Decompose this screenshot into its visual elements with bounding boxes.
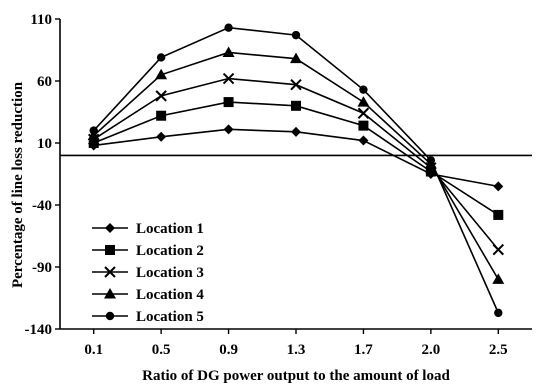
marker-square bbox=[105, 245, 115, 255]
legend: Location 1 Location 2 Location 3 Location 4… bbox=[92, 221, 204, 325]
marker-circle bbox=[426, 156, 436, 165]
x-tick-label: 2.0 bbox=[421, 342, 440, 358]
marker-x-stroke bbox=[155, 90, 167, 102]
marker-circle bbox=[224, 23, 233, 32]
marker-circle bbox=[89, 126, 98, 135]
marker-square bbox=[493, 209, 504, 220]
y-tick-label: 110 bbox=[30, 12, 52, 28]
marker-square bbox=[358, 120, 369, 131]
marker-x bbox=[222, 72, 235, 85]
y-axis-title: Percentage of line loss reduction bbox=[10, 81, 26, 288]
y-tick-label: 10 bbox=[37, 136, 52, 152]
marker-diamond bbox=[493, 181, 504, 192]
marker-triangle bbox=[155, 68, 168, 80]
x-tick-label: 1.3 bbox=[287, 342, 306, 358]
marker-triangle bbox=[357, 96, 370, 107]
legend-item-4: Location 4 bbox=[92, 287, 204, 303]
axes bbox=[59, 19, 532, 330]
y-tick-label: -40 bbox=[32, 198, 52, 214]
x-tick-label: 0.1 bbox=[84, 342, 103, 358]
marker-circle bbox=[156, 53, 166, 62]
marker-x bbox=[492, 243, 504, 256]
legend-label: Location 4 bbox=[136, 287, 204, 303]
marker-triangle bbox=[87, 129, 100, 141]
marker-square bbox=[156, 110, 167, 121]
marker-diamond bbox=[105, 223, 115, 233]
marker-x-stroke bbox=[104, 266, 116, 278]
marker-diamond bbox=[358, 135, 369, 146]
series-line bbox=[93, 101, 499, 216]
legend-label: Location 3 bbox=[136, 265, 204, 281]
marker-x-stroke bbox=[492, 243, 504, 256]
marker-x bbox=[357, 107, 370, 119]
marker-diamond bbox=[156, 131, 167, 142]
legend-item-5: Location 5 bbox=[92, 309, 204, 325]
marker-x bbox=[290, 79, 302, 91]
marker-square bbox=[88, 138, 99, 148]
marker-triangle bbox=[104, 288, 116, 299]
marker-triangle bbox=[290, 52, 302, 64]
marker-x-stroke bbox=[222, 72, 235, 85]
marker-square bbox=[291, 100, 301, 111]
marker-diamond bbox=[291, 126, 301, 137]
marker-circle bbox=[291, 30, 301, 40]
marker-square bbox=[223, 97, 234, 108]
legend-item-3: Location 3 bbox=[92, 265, 204, 281]
x-tick-label: 0.5 bbox=[152, 342, 171, 358]
marker-diamond bbox=[223, 124, 234, 135]
x-tick-label: 0.9 bbox=[219, 342, 238, 358]
series-layer bbox=[87, 23, 505, 318]
marker-triangle bbox=[222, 46, 235, 57]
marker-x-stroke bbox=[357, 107, 370, 119]
marker-x-stroke bbox=[290, 79, 302, 91]
marker-circle bbox=[494, 308, 503, 318]
marker-triangle bbox=[492, 273, 505, 284]
marker-circle bbox=[359, 85, 368, 94]
x-tick-label: 2.5 bbox=[489, 342, 508, 358]
legend-label: Location 1 bbox=[136, 221, 204, 237]
y-tick-label: -140 bbox=[25, 322, 53, 338]
x-axis-title: Ratio of DG power output to the amount o… bbox=[142, 368, 450, 384]
y-tick-label: -90 bbox=[32, 260, 52, 276]
x-axis-ticks: 0.1 0.5 0.9 1.3 1.7 2.0 2.5 bbox=[84, 329, 508, 358]
marker-x bbox=[155, 90, 167, 102]
series-2 bbox=[88, 97, 504, 220]
marker-square bbox=[425, 166, 436, 177]
y-axis-ticks: 110 60 10 -40 -90 -140 bbox=[25, 12, 60, 338]
series-5 bbox=[89, 23, 503, 318]
x-tick-label: 1.7 bbox=[354, 342, 373, 358]
marker-x bbox=[104, 266, 116, 278]
series-line bbox=[93, 128, 499, 188]
legend-item-2: Location 2 bbox=[92, 243, 204, 259]
legend-label: Location 5 bbox=[136, 309, 204, 325]
legend-label: Location 2 bbox=[136, 243, 204, 259]
legend-item-1: Location 1 bbox=[92, 221, 204, 237]
marker-circle bbox=[105, 311, 115, 321]
y-tick-label: 60 bbox=[37, 74, 52, 90]
